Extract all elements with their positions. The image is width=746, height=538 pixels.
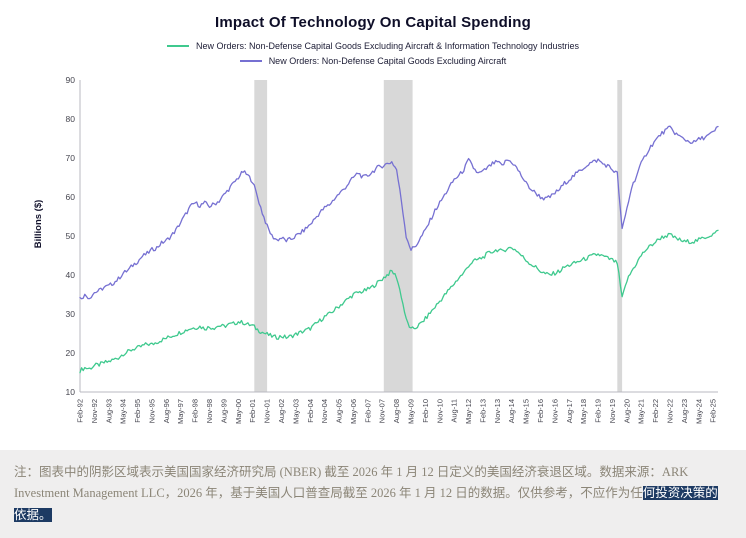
svg-text:Aug-05: Aug-05 bbox=[335, 399, 344, 423]
svg-text:Nov-92: Nov-92 bbox=[90, 399, 99, 423]
svg-text:90: 90 bbox=[66, 75, 76, 85]
svg-text:May-00: May-00 bbox=[234, 399, 243, 424]
legend-item-ex-aircraft: New Orders: Non-Defense Capital Goods Ex… bbox=[239, 56, 507, 66]
svg-text:May-09: May-09 bbox=[407, 399, 416, 424]
plot-area: 10 20 30 40 50 60 70 80 90 Feb-92 Nov-92 Aug-93 May-… bbox=[66, 75, 719, 424]
svg-text:Aug-99: Aug-99 bbox=[219, 399, 228, 423]
svg-text:Feb-16: Feb-16 bbox=[536, 399, 545, 423]
svg-text:May-21: May-21 bbox=[637, 399, 646, 424]
svg-text:Aug-11: Aug-11 bbox=[450, 399, 459, 423]
svg-text:70: 70 bbox=[66, 153, 76, 163]
svg-text:Feb-10: Feb-10 bbox=[421, 399, 430, 423]
svg-text:May-15: May-15 bbox=[522, 399, 531, 424]
svg-text:May-06: May-06 bbox=[349, 399, 358, 424]
svg-text:Feb-92: Feb-92 bbox=[76, 399, 85, 423]
svg-text:Nov-98: Nov-98 bbox=[205, 399, 214, 423]
svg-text:Feb-19: Feb-19 bbox=[594, 399, 603, 423]
svg-text:Aug-93: Aug-93 bbox=[104, 399, 113, 423]
svg-text:Aug-96: Aug-96 bbox=[162, 399, 171, 423]
svg-text:Nov-07: Nov-07 bbox=[378, 399, 387, 423]
svg-text:Aug-02: Aug-02 bbox=[277, 399, 286, 423]
svg-text:May-03: May-03 bbox=[291, 399, 300, 424]
svg-text:Nov-19: Nov-19 bbox=[608, 399, 617, 423]
svg-text:Nov-01: Nov-01 bbox=[263, 399, 272, 423]
svg-text:May-24: May-24 bbox=[694, 399, 703, 424]
svg-text:Nov-16: Nov-16 bbox=[550, 399, 559, 423]
svg-text:Aug-23: Aug-23 bbox=[680, 399, 689, 423]
chart-card: Impact Of Technology On Capital Spending… bbox=[0, 0, 746, 450]
svg-text:Nov-04: Nov-04 bbox=[320, 399, 329, 423]
svg-text:Feb-01: Feb-01 bbox=[248, 399, 257, 423]
svg-text:Aug-14: Aug-14 bbox=[507, 399, 516, 423]
chart-title: Impact Of Technology On Capital Spending bbox=[214, 14, 532, 31]
legend-label-ex-aircraft-and-it: New Orders: Non-Defense Capital Goods Ex… bbox=[195, 41, 580, 51]
svg-text:May-97: May-97 bbox=[176, 399, 185, 424]
green-line-swatch bbox=[166, 45, 189, 47]
svg-text:Aug-17: Aug-17 bbox=[565, 399, 574, 423]
legend-label-ex-aircraft: New Orders: Non-Defense Capital Goods Ex… bbox=[268, 56, 507, 66]
svg-text:10: 10 bbox=[66, 387, 76, 397]
svg-text:50: 50 bbox=[66, 231, 76, 241]
svg-text:Feb-13: Feb-13 bbox=[478, 399, 487, 423]
chart-legend: New Orders: Non-Defense Capital Goods Ex… bbox=[0, 41, 746, 66]
svg-text:May-94: May-94 bbox=[119, 399, 128, 424]
svg-text:Aug-20: Aug-20 bbox=[622, 399, 631, 423]
svg-text:Feb-95: Feb-95 bbox=[133, 399, 142, 423]
svg-text:40: 40 bbox=[66, 270, 76, 280]
svg-text:May-12: May-12 bbox=[464, 399, 473, 424]
svg-text:Nov-13: Nov-13 bbox=[493, 399, 502, 423]
plot-region: Billions ($) 10 20 30 40 50 60 70 80 90 Feb-92 Nov… bbox=[0, 74, 746, 446]
svg-text:80: 80 bbox=[66, 114, 76, 124]
svg-text:30: 30 bbox=[66, 309, 76, 319]
svg-text:Nov-95: Nov-95 bbox=[148, 399, 157, 423]
svg-text:Feb-07: Feb-07 bbox=[363, 399, 372, 423]
svg-text:60: 60 bbox=[66, 192, 76, 202]
footnote: 注：图表中的阴影区域表示美国国家经济研究局 (NBER) 截至 2026 年 1… bbox=[0, 450, 746, 538]
footnote-text: 注：图表中的阴影区域表示美国国家经济研究局 (NBER) 截至 2026 年 1… bbox=[14, 465, 689, 501]
svg-text:Feb-25: Feb-25 bbox=[709, 399, 718, 423]
svg-text:Feb-22: Feb-22 bbox=[651, 399, 660, 423]
svg-text:Nov-10: Nov-10 bbox=[435, 399, 444, 423]
svg-text:Nov-22: Nov-22 bbox=[666, 399, 675, 423]
legend-item-ex-aircraft-and-it: New Orders: Non-Defense Capital Goods Ex… bbox=[166, 41, 580, 51]
y-axis-label: Billions ($) bbox=[32, 199, 44, 249]
svg-text:Aug-08: Aug-08 bbox=[392, 399, 401, 423]
svg-text:20: 20 bbox=[66, 348, 76, 358]
svg-text:May-18: May-18 bbox=[579, 399, 588, 424]
svg-text:Feb-04: Feb-04 bbox=[306, 399, 315, 423]
svg-text:Feb-98: Feb-98 bbox=[191, 399, 200, 423]
purple-line-swatch bbox=[239, 60, 262, 62]
